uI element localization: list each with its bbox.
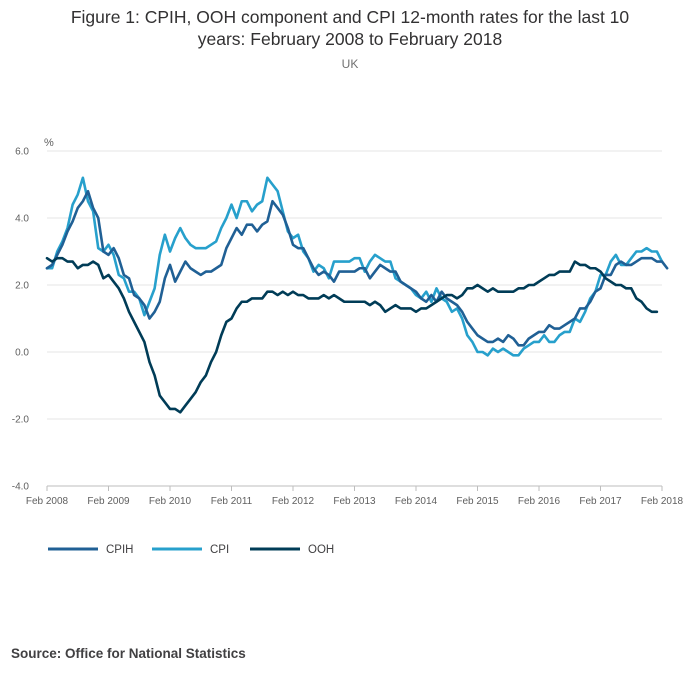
x-tick-label: Feb 2018 [641,496,684,507]
legend-label: CPIH [106,544,133,556]
series-line-cpih [45,189,669,347]
series-line-ooh [45,256,659,414]
x-tick-label: Feb 2016 [518,496,561,507]
legend-label: CPI [210,544,229,556]
x-tick-label: Feb 2014 [395,496,438,507]
x-tick-label: Feb 2017 [579,496,622,507]
y-tick-label: -2.0 [12,415,30,426]
gridlines [47,150,662,487]
chart-title-line-2: years: February 2008 to February 2018 [197,29,503,49]
legend: CPIH CPI OOH [48,544,334,556]
chart-subtitle: UK [341,57,359,71]
x-axis: Feb 2008 Feb 2009 Feb 2010 Feb 2011 Feb 2012… [26,485,684,507]
legend-item-cpi: CPI [152,544,229,556]
chart-title-line-1: Figure 1: CPIH, OOH component and CPI 12… [70,7,630,27]
legend-label: OOH [308,544,334,556]
y-tick-label: 4.0 [15,214,29,225]
y-tick-label: -4.0 [12,482,30,493]
legend-item-ooh: OOH [250,544,334,556]
x-tick-label: Feb 2010 [149,496,192,507]
x-tick-label: Feb 2013 [333,496,376,507]
x-tick-label: Feb 2008 [26,496,69,507]
y-axis: 6.0 4.0 2.0 0.0 -2.0 -4.0% [12,137,54,493]
source-note: Source: Office for National Statistics [11,646,246,661]
x-tick-label: Feb 2009 [87,496,130,507]
y-axis-label: % [44,137,54,149]
y-tick-label: 0.0 [15,348,29,359]
y-tick-label: 2.0 [15,281,29,292]
x-tick-label: Feb 2012 [272,496,315,507]
x-tick-label: Feb 2011 [211,496,253,507]
y-tick-label: 6.0 [15,147,29,158]
chart-title: Figure 1: CPIH, OOH component and CPI 12… [0,6,700,50]
x-tick-label: Feb 2015 [456,496,499,507]
series-line-cpi [45,176,664,357]
series-lines [45,176,669,414]
legend-item-cpih: CPIH [48,544,133,556]
